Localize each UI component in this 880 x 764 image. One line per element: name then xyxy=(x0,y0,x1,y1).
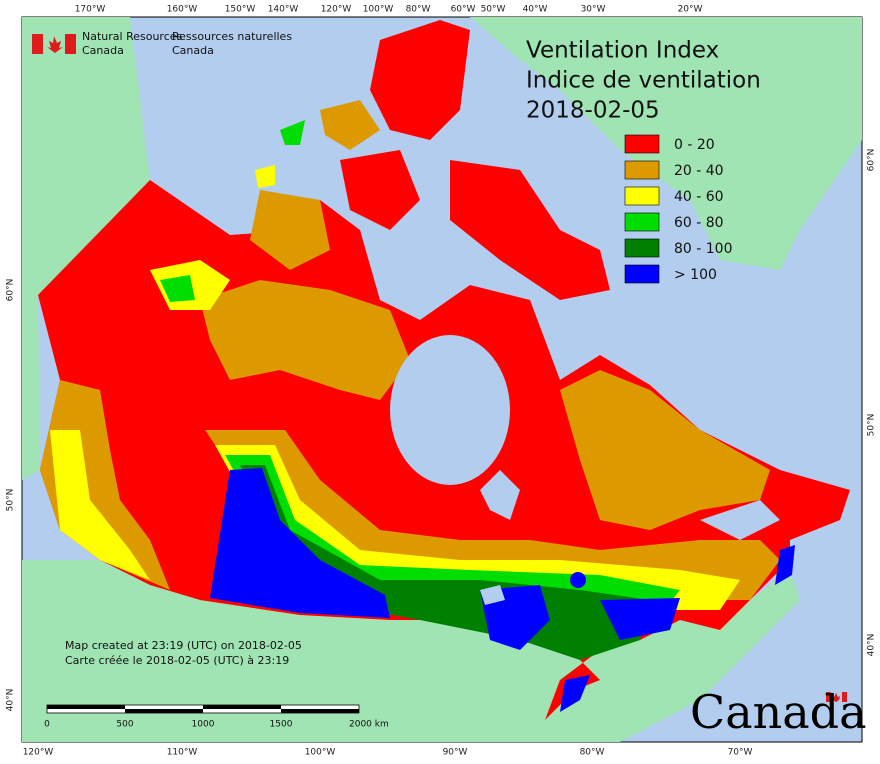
graticule-label: 170°W xyxy=(75,5,106,15)
legend-label: 20 - 40 xyxy=(674,163,724,179)
legend-swatch xyxy=(624,134,660,154)
james-bay xyxy=(480,470,520,520)
nrcan-flag xyxy=(32,34,76,54)
zone-over-100 xyxy=(570,572,586,588)
ellesmere-island xyxy=(370,20,470,140)
great-lakes xyxy=(480,585,505,605)
legend-label: 40 - 60 xyxy=(674,189,724,205)
graticule-label: 50°N xyxy=(867,414,877,437)
legend-label: 60 - 80 xyxy=(674,215,724,231)
agency-name: Natural Resources xyxy=(82,30,183,43)
graticule-label: 40°W xyxy=(523,5,548,15)
wordmark: Canada xyxy=(690,685,867,739)
scale-label: 1500 xyxy=(270,720,293,730)
zone-20-40 xyxy=(200,280,410,400)
credit-line: Map created at 23:19 (UTC) on 2018-02-05 xyxy=(65,639,302,652)
baffin-island xyxy=(450,160,610,300)
map-title: Indice de ventilation xyxy=(526,68,761,94)
arctic-island xyxy=(255,165,275,188)
victoria-island xyxy=(250,190,330,270)
scale-bar xyxy=(46,704,360,714)
graticule-label: 60°N xyxy=(867,149,877,172)
gulf-st-lawrence xyxy=(700,500,780,540)
graticule-label: 100°W xyxy=(363,5,394,15)
graticule-label: 110°W xyxy=(167,748,198,758)
legend-label: > 100 xyxy=(674,267,717,283)
graticule-label: 100°W xyxy=(305,748,336,758)
graticule-label: 90°W xyxy=(443,748,468,758)
legend-label: 0 - 20 xyxy=(674,137,715,153)
scale-label: 1000 xyxy=(192,720,215,730)
zone-over-100 xyxy=(600,598,680,640)
zone-over-100 xyxy=(210,468,390,618)
graticule-label: 50°W xyxy=(481,5,506,15)
wordmark-flag xyxy=(826,692,847,702)
graticule-label: 20°W xyxy=(678,5,703,15)
legend-swatch xyxy=(624,264,660,284)
legend-swatch xyxy=(624,160,660,180)
map-title: Ventilation Index xyxy=(526,38,719,64)
zone-over-100 xyxy=(775,545,795,585)
scale-label: 2000 km xyxy=(349,720,389,730)
arctic-island xyxy=(340,150,420,230)
graticule-label: 60°W xyxy=(451,5,476,15)
agency-name: Canada xyxy=(172,44,214,57)
agency-name: Ressources naturelles xyxy=(172,30,292,43)
graticule-label: 50°N xyxy=(6,489,16,512)
agency-name: Canada xyxy=(82,44,124,57)
graticule-label: 70°W xyxy=(728,748,753,758)
usa xyxy=(22,560,800,742)
legend-label: 80 - 100 xyxy=(674,241,733,257)
legend-swatch xyxy=(624,212,660,232)
alaska xyxy=(22,17,150,480)
graticule-label: 120°W xyxy=(321,5,352,15)
arctic-island xyxy=(280,120,305,145)
zone-60-80 xyxy=(160,275,195,302)
scale-label: 500 xyxy=(116,720,133,730)
graticule-label: 160°W xyxy=(167,5,198,15)
zone-40-60 xyxy=(50,430,150,580)
graticule-label: 60°N xyxy=(6,279,16,302)
graticule-label: 150°W xyxy=(225,5,256,15)
legend-swatch xyxy=(624,238,660,258)
zone-over-100 xyxy=(560,675,590,712)
scale-label: 0 xyxy=(44,720,50,730)
zone-20-40 xyxy=(560,370,770,530)
graticule-label: 80°W xyxy=(406,5,431,15)
hudson-bay xyxy=(390,335,510,485)
credit-line: Carte créée le 2018-02-05 (UTC) à 23:19 xyxy=(65,654,289,667)
map-title: 2018-02-05 xyxy=(526,98,660,124)
graticule-label: 120°W xyxy=(23,748,54,758)
legend-swatch xyxy=(624,186,660,206)
arctic-island xyxy=(320,100,380,150)
greenland xyxy=(470,17,862,270)
graticule-label: 80°W xyxy=(580,748,605,758)
graticule-label: 30°W xyxy=(581,5,606,15)
graticule-label: 40°N xyxy=(867,634,877,657)
graticule-label: 140°W xyxy=(268,5,299,15)
graticule-label: 40°N xyxy=(6,689,16,712)
